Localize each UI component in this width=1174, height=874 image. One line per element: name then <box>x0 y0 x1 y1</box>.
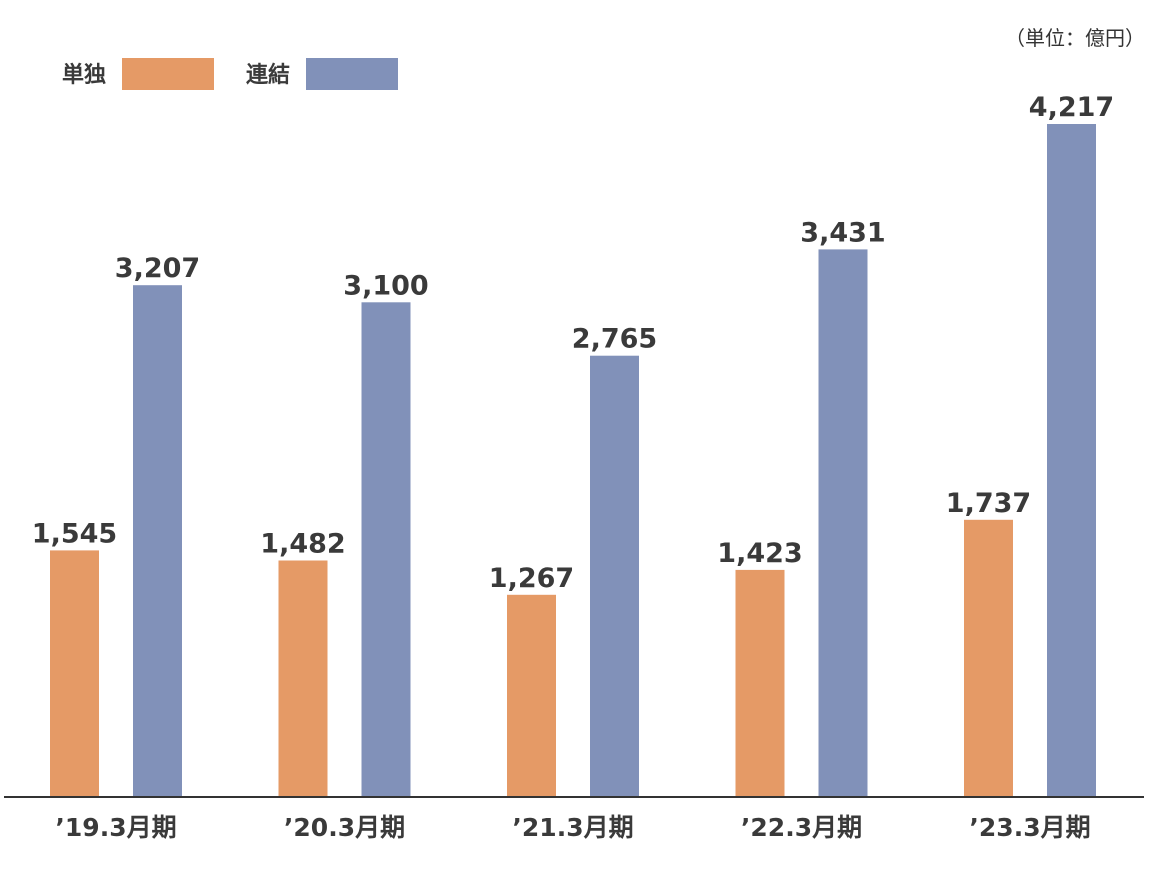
unit-label: （単位：億円） <box>1005 26 1145 50</box>
legend-swatch-tandoku <box>122 58 214 90</box>
value-label-tandoku-1: 1,482 <box>260 529 345 560</box>
bar-tandoku-4 <box>964 519 1013 797</box>
value-label-tandoku-0: 1,545 <box>32 518 117 549</box>
bar-renketsu-2 <box>590 355 639 797</box>
bar-tandoku-0 <box>50 550 99 797</box>
category-label-4: ’23.3月期 <box>969 813 1090 842</box>
category-label-0: ’19.3月期 <box>55 813 176 842</box>
legend-label-tandoku: 単独 <box>62 62 106 88</box>
bar-renketsu-3 <box>818 249 868 797</box>
value-label-renketsu-4: 4,217 <box>1029 92 1114 123</box>
value-label-renketsu-3: 3,431 <box>800 217 885 248</box>
value-label-tandoku-4: 1,737 <box>946 488 1031 519</box>
bar-tandoku-1 <box>278 560 328 797</box>
bar-renketsu-1 <box>361 302 411 797</box>
value-label-renketsu-1: 3,100 <box>343 270 428 301</box>
bar-renketsu-0 <box>133 285 182 797</box>
category-label-3: ’22.3月期 <box>741 813 862 842</box>
legend-label-renketsu: 連結 <box>246 62 290 88</box>
legend-swatch-renketsu <box>306 58 398 90</box>
value-label-tandoku-2: 1,267 <box>489 563 574 594</box>
bar-tandoku-3 <box>735 569 785 797</box>
bars-layer <box>50 124 1096 797</box>
value-label-tandoku-3: 1,423 <box>717 538 802 569</box>
category-label-2: ’21.3月期 <box>512 813 633 842</box>
value-label-renketsu-0: 3,207 <box>115 253 200 284</box>
category-label-1: ’20.3月期 <box>284 813 405 842</box>
bar-tandoku-2 <box>507 594 556 797</box>
category-labels-layer: ’19.3月期 ’20.3月期 ’21.3月期 ’22.3月期 ’23.3月期 <box>55 813 1090 842</box>
legend: 単独 連結 <box>62 58 398 90</box>
value-label-renketsu-2: 2,765 <box>572 324 657 355</box>
bar-renketsu-4 <box>1047 124 1096 797</box>
value-labels-layer: 1,545 3,207 1,482 3,100 1,267 2,765 1,423 3,431… <box>32 92 1114 594</box>
